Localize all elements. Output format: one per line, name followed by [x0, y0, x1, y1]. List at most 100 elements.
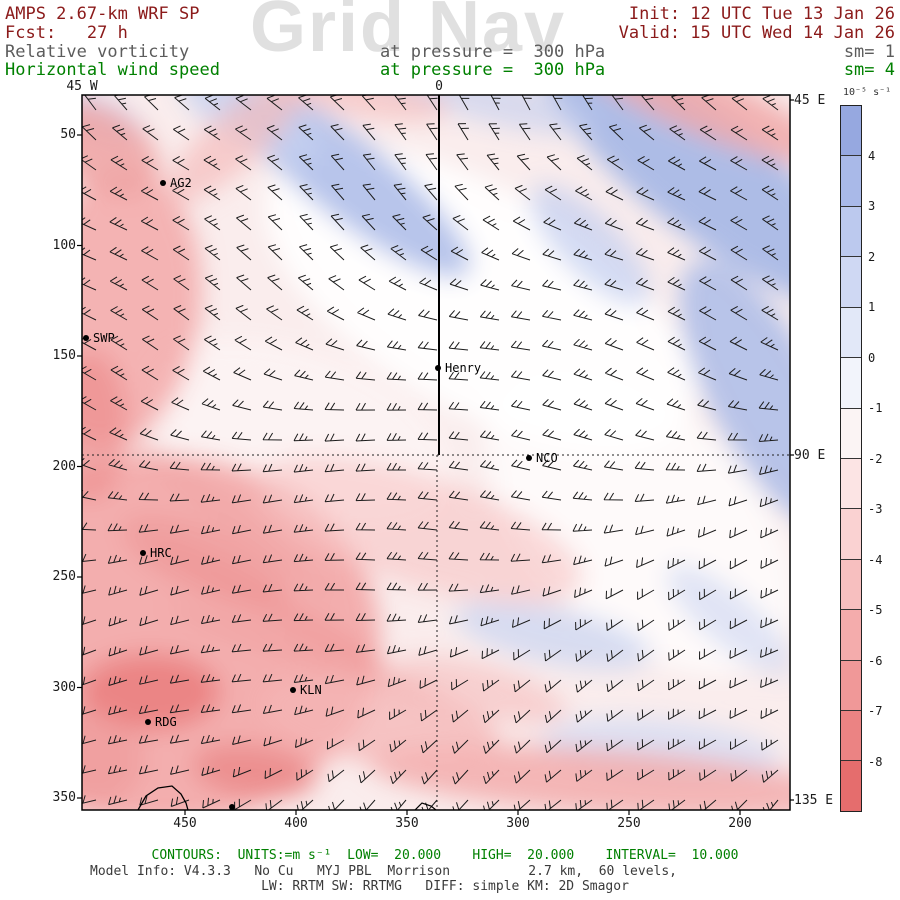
colorbar-segment [841, 206, 861, 258]
station-dot [140, 550, 146, 556]
shading-blob [82, 100, 160, 196]
right-geo-label: 45 E [794, 93, 826, 108]
y-axis-tick-label: 250 [52, 569, 76, 584]
shading-blob [363, 95, 597, 135]
wind-barbs [82, 95, 779, 810]
station-dot [290, 687, 296, 693]
station-label: Henry [445, 361, 481, 375]
top-geo-label: 0 [435, 79, 443, 94]
shading-blob [165, 95, 305, 204]
y-axis-tick-label: 350 [52, 790, 76, 805]
top-geo-label: 45 W [66, 79, 98, 94]
coastline [137, 785, 189, 810]
colorbar-segment [841, 660, 861, 712]
x-axis-tick-label: 450 [173, 816, 197, 831]
colorbar-segment [841, 106, 861, 157]
colorbar-units-label: 10⁻⁵ s⁻¹ [843, 87, 892, 98]
station-label: AG2 [170, 176, 192, 190]
shading-blob [162, 604, 448, 700]
colorbar-tick-label: -8 [868, 754, 883, 769]
field2-smooth: sm= 4 [843, 60, 895, 80]
field-shading [82, 95, 790, 810]
station-label: RDG [155, 715, 177, 729]
station-dot [83, 335, 89, 341]
shading-blob [455, 600, 651, 670]
y-axis-tick-label: 150 [52, 348, 76, 363]
x-axis-tick-label: 250 [617, 816, 641, 831]
shading-blob [193, 744, 317, 800]
colorbar-tick-label: 3 [868, 199, 876, 213]
colorbar-segment [841, 156, 861, 207]
shading-blob [82, 350, 128, 500]
colorbar-segment [841, 761, 861, 811]
colorbar-segment [841, 509, 861, 560]
forecast-hour: Fcst: 27 h [5, 23, 128, 43]
right-geo-label: 90 E [794, 448, 826, 463]
shading-blob [257, 455, 583, 605]
shading-blob [82, 710, 142, 810]
colorbar-segment [841, 408, 861, 459]
field1-smooth: sm= 1 [843, 42, 895, 62]
y-axis-tick-label: 50 [60, 127, 76, 142]
shading-blob [529, 184, 651, 306]
colorbar-tick-label: -3 [868, 502, 883, 516]
grid-nav-watermark: Grid Nav [250, 0, 567, 67]
colorbar-tick-label: -6 [868, 653, 883, 668]
plot-frame [81, 94, 791, 811]
shading-blob [132, 441, 338, 603]
x-axis-tick-label: 400 [284, 816, 308, 831]
colorbar-tick-label: -4 [868, 552, 883, 567]
station-dot [526, 455, 532, 461]
colorbar-tick-label: -7 [868, 704, 883, 718]
colorbar-segment [841, 307, 861, 359]
field1-name: Relative vorticity [5, 42, 190, 62]
y-axis-tick-label: 200 [52, 458, 76, 474]
x-axis-tick-label: 200 [728, 816, 752, 831]
colorbar-tick-label: -2 [868, 451, 883, 466]
y-axis-tick-label: 100 [52, 237, 76, 253]
station-label: HRC [150, 546, 172, 560]
x-axis-tick-label: 350 [395, 816, 419, 831]
colorbar [840, 105, 862, 812]
right-geo-label: 135 E [794, 793, 834, 808]
valid-time: Valid: 15 UTC Wed 14 Jan 26 [618, 23, 895, 43]
station-dot [435, 365, 441, 371]
physics-info-line: LW: RRTM SW: RRTMG DIFF: simple KM: 2D S… [261, 879, 629, 894]
station-dot [160, 180, 166, 186]
colorbar-segment [841, 711, 861, 762]
colorbar-tick-label: 1 [868, 300, 876, 314]
contours-info-line: CONTOURS: UNITS:=m s⁻¹ LOW= 20.000 HIGH=… [151, 848, 739, 863]
colorbar-segment [841, 559, 861, 611]
field2-name: Horizontal wind speed [5, 60, 220, 80]
field1-level: at pressure = 300 hPa [380, 42, 606, 62]
station-label: NCO [536, 451, 558, 465]
shading-blob [370, 745, 790, 810]
colorbar-tick-label: 2 [868, 249, 876, 264]
colorbar-tick-label: -5 [868, 603, 883, 617]
colorbar-segment [841, 610, 861, 661]
field2-level: at pressure = 300 hPa [380, 60, 606, 80]
shading-blob [144, 537, 392, 671]
y-axis-tick-label: 300 [52, 679, 76, 695]
colorbar-tick-label: 4 [868, 148, 876, 163]
colorbar-segment [841, 458, 861, 510]
init-time: Init: 12 UTC Tue 13 Jan 26 [628, 4, 895, 24]
station-label: SWP [93, 331, 115, 345]
shading-blob [543, 95, 790, 307]
station-dot [145, 719, 151, 725]
station-dot [229, 804, 235, 810]
colorbar-segment [841, 257, 861, 308]
station-label: KLN [300, 683, 322, 697]
shading-blob [392, 655, 568, 725]
colorbar-tick-label: -1 [868, 401, 883, 415]
shading-blob [666, 564, 790, 676]
shading-blob [679, 260, 790, 530]
model-title: AMPS 2.67-km WRF SP [5, 4, 200, 24]
x-axis-tick-label: 300 [506, 816, 530, 831]
colorbar-segment [841, 358, 861, 409]
colorbar-tick-label: 0 [868, 350, 876, 365]
coastline [414, 802, 437, 810]
model-info-line: Model Info: V4.3.3 No Cu MYJ PBL Morriso… [90, 864, 677, 879]
